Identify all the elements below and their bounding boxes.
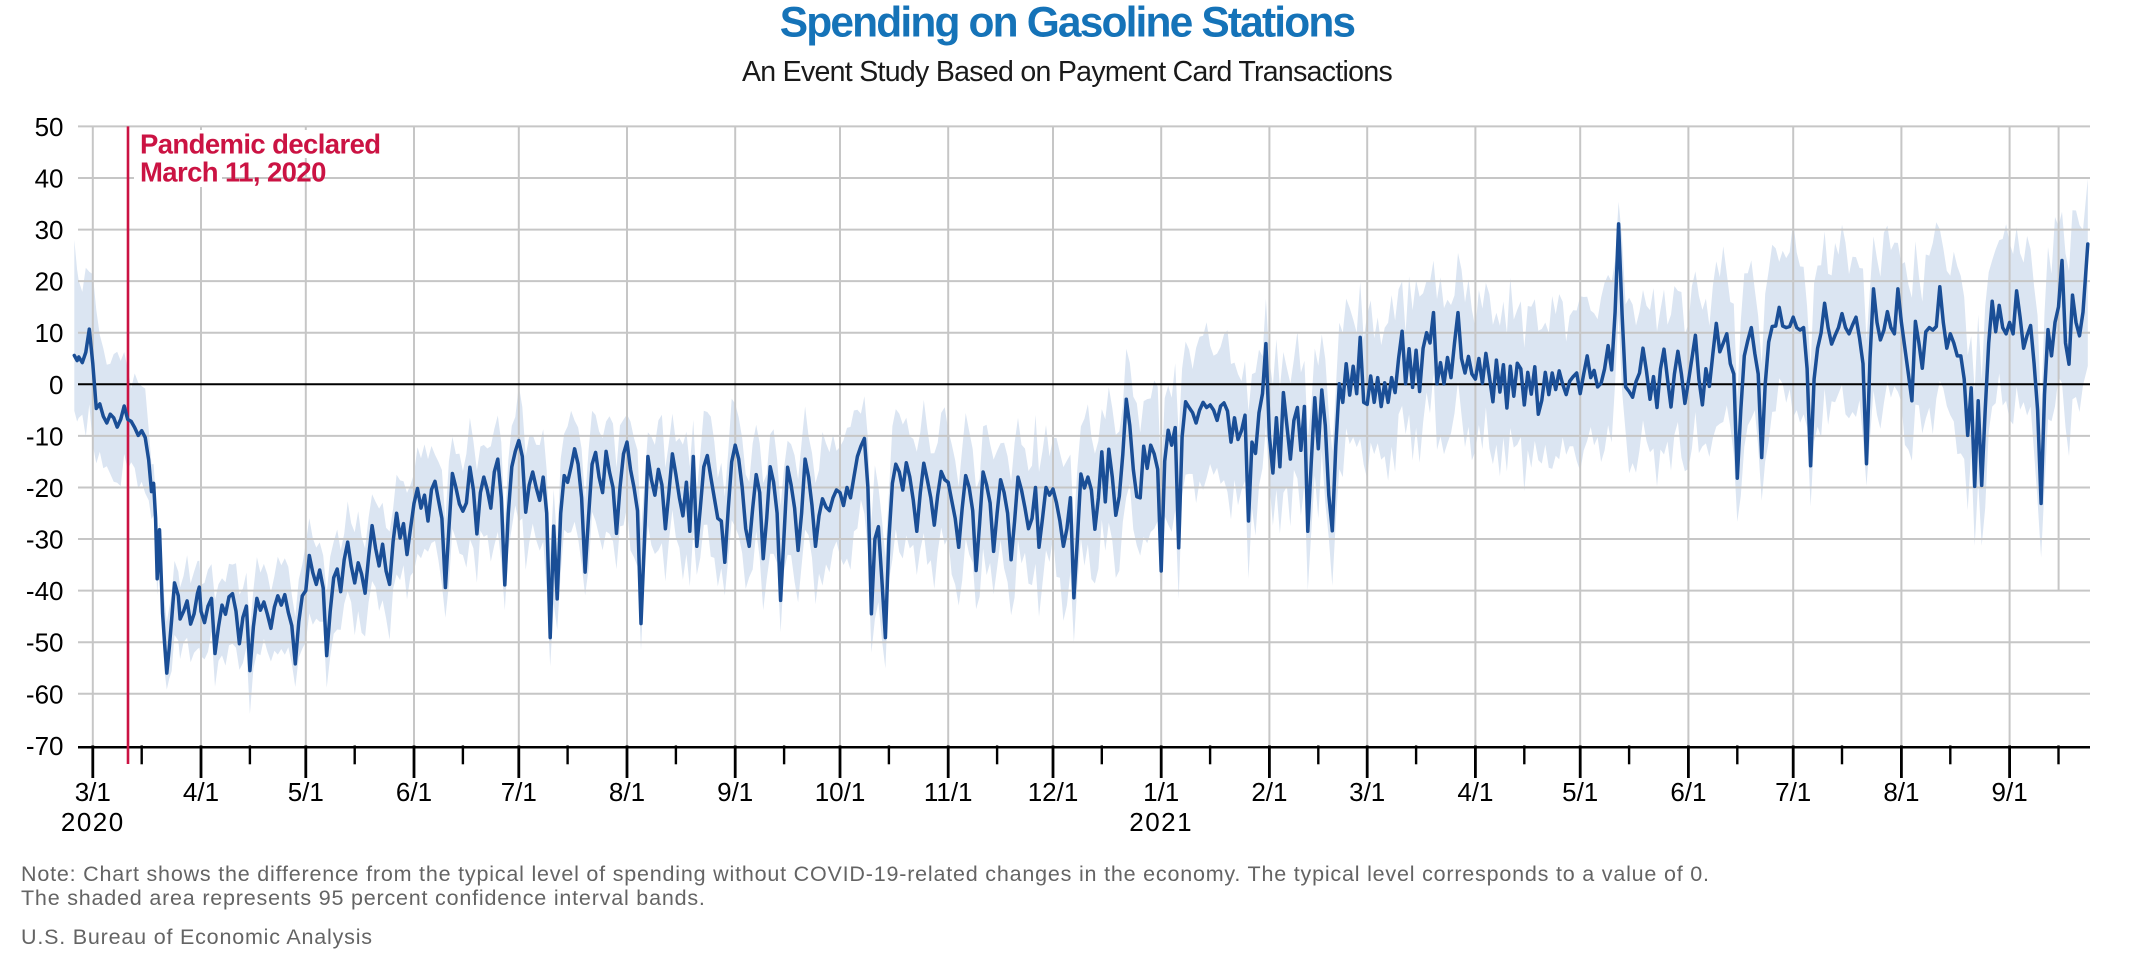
svg-text:-30: -30 <box>26 525 64 555</box>
svg-text:3/1: 3/1 <box>1349 777 1385 807</box>
svg-text:U.S. Bureau of Economic Analys: U.S. Bureau of Economic Analysis <box>21 925 373 949</box>
svg-text:0: 0 <box>49 370 63 400</box>
svg-text:50: 50 <box>35 112 64 142</box>
svg-text:An Event Study Based on Paymen: An Event Study Based on Payment Card Tra… <box>742 56 1393 88</box>
svg-text:Pandemic declared: Pandemic declared <box>140 129 380 160</box>
svg-text:4/1: 4/1 <box>183 777 219 807</box>
svg-text:1/1: 1/1 <box>1143 777 1179 807</box>
svg-text:5/1: 5/1 <box>288 777 324 807</box>
svg-text:-60: -60 <box>26 679 64 709</box>
svg-text:2/1: 2/1 <box>1251 777 1287 807</box>
svg-text:12/1: 12/1 <box>1028 777 1079 807</box>
svg-text:8/1: 8/1 <box>609 777 645 807</box>
svg-text:11/1: 11/1 <box>924 777 973 807</box>
svg-text:-50: -50 <box>26 628 64 658</box>
svg-text:-70: -70 <box>26 731 64 761</box>
svg-text:-10: -10 <box>26 421 64 451</box>
svg-text:7/1: 7/1 <box>501 777 537 807</box>
svg-text:Spending on Gasoline Stations: Spending on Gasoline Stations <box>780 0 1355 47</box>
svg-text:4/1: 4/1 <box>1457 777 1493 807</box>
svg-text:-20: -20 <box>26 473 64 503</box>
svg-text:30: 30 <box>35 215 64 245</box>
svg-text:10/1: 10/1 <box>815 777 866 807</box>
svg-text:9/1: 9/1 <box>717 777 753 807</box>
svg-text:6/1: 6/1 <box>1670 777 1706 807</box>
svg-text:The shaded area represents 95: The shaded area represents 95 percent co… <box>21 886 706 910</box>
svg-text:8/1: 8/1 <box>1883 777 1919 807</box>
svg-text:2020: 2020 <box>61 807 125 837</box>
svg-text:9/1: 9/1 <box>1992 777 2028 807</box>
svg-text:Note: Chart shows the differen: Note: Chart shows the difference from th… <box>21 862 1710 886</box>
svg-text:7/1: 7/1 <box>1775 777 1811 807</box>
svg-text:-40: -40 <box>26 576 64 606</box>
svg-text:5/1: 5/1 <box>1562 777 1598 807</box>
svg-text:3/1: 3/1 <box>75 777 111 807</box>
svg-text:2021: 2021 <box>1129 807 1193 837</box>
svg-text:10: 10 <box>35 318 64 348</box>
svg-text:40: 40 <box>35 164 64 194</box>
svg-text:20: 20 <box>35 267 64 297</box>
svg-text:March 11, 2020: March 11, 2020 <box>140 157 326 188</box>
svg-text:6/1: 6/1 <box>396 777 432 807</box>
